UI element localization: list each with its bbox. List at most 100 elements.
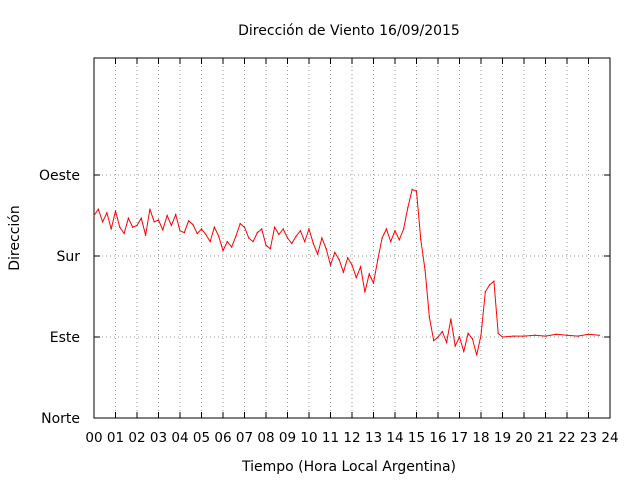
data-point	[368, 273, 370, 275]
data-point	[200, 228, 203, 230]
data-point	[463, 350, 465, 353]
data-point	[523, 335, 525, 337]
data-point	[372, 282, 375, 284]
y-tick-labels: Norte Este Sur Oeste	[39, 168, 80, 427]
data-point	[192, 223, 194, 226]
data-point	[411, 188, 413, 191]
data-point	[598, 334, 600, 336]
data-point	[415, 190, 418, 192]
data-point	[101, 221, 104, 223]
x-tick-label: 07	[236, 430, 253, 446]
data-point	[402, 228, 405, 230]
data-point	[110, 228, 112, 230]
x-tick-label: 10	[300, 430, 317, 446]
data-point	[295, 235, 297, 237]
data-point	[140, 217, 142, 219]
data-point	[484, 291, 486, 293]
x-tick-label: 08	[257, 430, 274, 446]
x-tick-label: 06	[214, 430, 231, 446]
x-tick-label: 05	[193, 430, 210, 446]
data-point	[119, 226, 121, 228]
data-point	[226, 240, 228, 243]
y-tick-label: Oeste	[39, 168, 80, 184]
data-point	[377, 258, 379, 261]
y-tick-label: Sur	[56, 249, 80, 265]
data-point	[170, 224, 173, 227]
data-point	[230, 246, 233, 248]
data-point	[256, 231, 259, 234]
data-point	[93, 214, 95, 217]
data-point	[355, 276, 357, 279]
data-point	[329, 264, 332, 266]
x-tick-label: 20	[515, 430, 532, 446]
x-tick-label: 18	[472, 430, 489, 446]
data-point	[364, 291, 366, 293]
data-point	[269, 248, 271, 250]
data-point	[286, 237, 289, 239]
data-point	[394, 230, 396, 232]
data-point	[359, 266, 362, 268]
data-point	[183, 231, 185, 234]
x-tick-label: 14	[386, 430, 403, 446]
data-point	[501, 336, 504, 338]
data-point	[179, 230, 181, 232]
data-point	[433, 339, 435, 342]
x-tick-label: 13	[365, 430, 382, 446]
data-point	[308, 228, 310, 230]
data-point	[136, 224, 138, 227]
data-point	[493, 280, 495, 282]
data-point	[488, 284, 491, 286]
x-tick-label: 23	[580, 430, 597, 446]
x-tick-label: 15	[408, 430, 425, 446]
data-point	[97, 208, 100, 210]
data-point	[428, 316, 431, 318]
data-point	[196, 232, 198, 235]
y-axis-label: Dirección	[7, 205, 23, 270]
data-point	[278, 233, 280, 236]
data-point	[273, 226, 276, 228]
data-point	[555, 333, 557, 335]
x-tick-label: 16	[429, 430, 446, 446]
x-tick-label: 19	[494, 430, 511, 446]
y-tick-label: Norte	[41, 411, 80, 427]
x-tick-label: 04	[171, 430, 188, 446]
x-tick-label: 24	[601, 430, 618, 446]
data-point	[587, 333, 590, 335]
data-point	[153, 221, 155, 223]
data-point	[265, 244, 267, 246]
data-point	[162, 229, 164, 231]
data-point	[420, 239, 422, 241]
data-point	[544, 335, 547, 337]
chart-title: Dirección de Viento 16/09/2015	[238, 23, 460, 39]
data-point	[512, 335, 514, 337]
data-point	[114, 210, 117, 212]
data-point	[248, 237, 250, 239]
x-tick-labels: 00 01 02 03 04 05 06 07 08 09 10 11 12 13 14 15 16 17 18 19…	[85, 430, 618, 446]
data-point	[132, 226, 134, 228]
data-point	[398, 239, 400, 241]
series-layer	[93, 188, 600, 356]
data-point	[480, 334, 482, 336]
data-point	[450, 318, 452, 320]
x-tick-label: 21	[537, 430, 554, 446]
data-point	[445, 341, 448, 344]
data-point	[325, 248, 327, 250]
data-point	[441, 330, 443, 333]
data-point	[213, 226, 216, 228]
data-point	[282, 228, 284, 230]
x-tick-label: 12	[343, 430, 360, 446]
data-point	[497, 332, 499, 335]
x-tick-label: 09	[279, 430, 296, 446]
data-point	[381, 237, 383, 239]
data-point	[566, 334, 568, 336]
data-point	[222, 249, 224, 252]
x-tick-label: 17	[451, 430, 468, 446]
data-point	[385, 228, 388, 230]
data-point	[218, 235, 220, 237]
y-tick-label: Este	[50, 330, 80, 346]
data-point	[347, 257, 349, 259]
data-point	[149, 208, 151, 210]
data-point	[334, 251, 336, 254]
data-point	[304, 240, 306, 243]
